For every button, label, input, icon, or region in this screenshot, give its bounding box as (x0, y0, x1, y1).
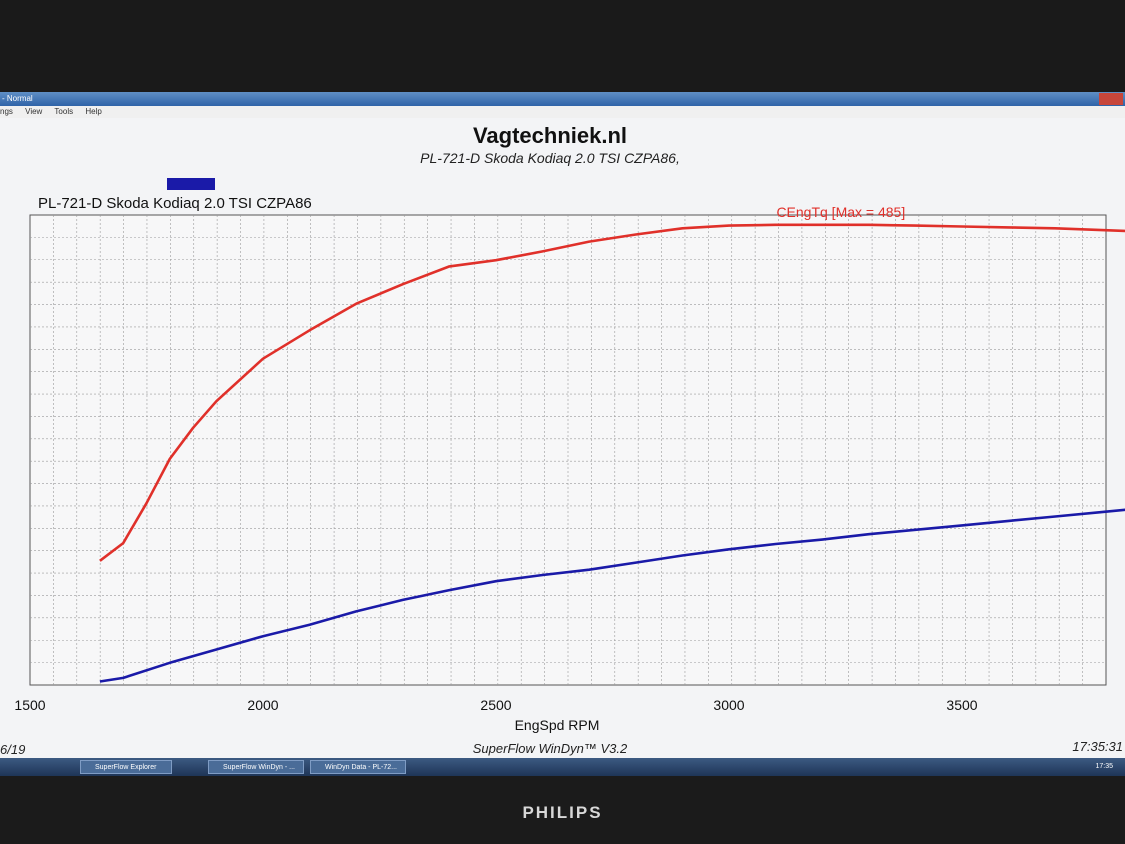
taskbar-clock: 17:35 (1095, 763, 1113, 770)
series-line-cenghp (99, 508, 1125, 683)
dyno-chart: CEngTq [Max = 485]CEngHp [Max = 304.2] 1… (14, 204, 1125, 733)
screen: - Normal ngs View Tools Help Vagtechniek… (0, 92, 1125, 776)
x-tick-label: 3000 (713, 697, 744, 713)
legend-swatch (167, 178, 215, 190)
footer-software: SuperFlow WinDyn™ V3.2 (472, 741, 628, 756)
footer-time: 17:35:31 (1072, 739, 1123, 754)
series-annotation-cengtq: CEngTq [Max = 485] (776, 204, 905, 220)
footer-date: 6/19 (0, 742, 26, 757)
menu-bar: ngs View Tools Help (0, 106, 1125, 118)
taskbar-item-explorer[interactable]: SuperFlow Explorer (80, 760, 172, 774)
window-title: - Normal (2, 94, 33, 103)
chart-subtitle: PL-721-D Skoda Kodiaq 2.0 TSI CZPA86, (420, 150, 680, 166)
x-tick-label: 1500 (14, 697, 45, 713)
x-axis-label: EngSpd RPM (515, 717, 600, 733)
monitor-brand-logo: PHILIPS (522, 803, 603, 822)
legend-label: PL-721-D Skoda Kodiaq 2.0 TSI CZPA86 (38, 195, 312, 212)
series-line-cengtq (99, 223, 1125, 562)
monitor-bezel-top (0, 0, 1125, 92)
close-icon[interactable] (1099, 93, 1123, 105)
menu-item-settings[interactable]: ngs (0, 107, 13, 116)
x-tick-label: 2500 (480, 697, 511, 713)
chart-title: Vagtechniek.nl (472, 123, 628, 148)
window-titlebar[interactable]: - Normal (0, 92, 1125, 106)
taskbar-item-windyn-data[interactable]: WinDyn Data - PL-72... (310, 760, 406, 774)
x-tick-label: 2000 (247, 697, 278, 713)
menu-item-view[interactable]: View (25, 107, 43, 116)
menu-item-tools[interactable]: Tools (54, 107, 74, 116)
taskbar-item-windyn[interactable]: SuperFlow WinDyn - ... (208, 760, 304, 774)
taskbar: SuperFlow Explorer SuperFlow WinDyn - ..… (0, 758, 1125, 776)
menu-item-help[interactable]: Help (85, 107, 102, 116)
monitor-bezel-bottom (0, 776, 1125, 844)
x-tick-label: 3500 (946, 697, 977, 713)
